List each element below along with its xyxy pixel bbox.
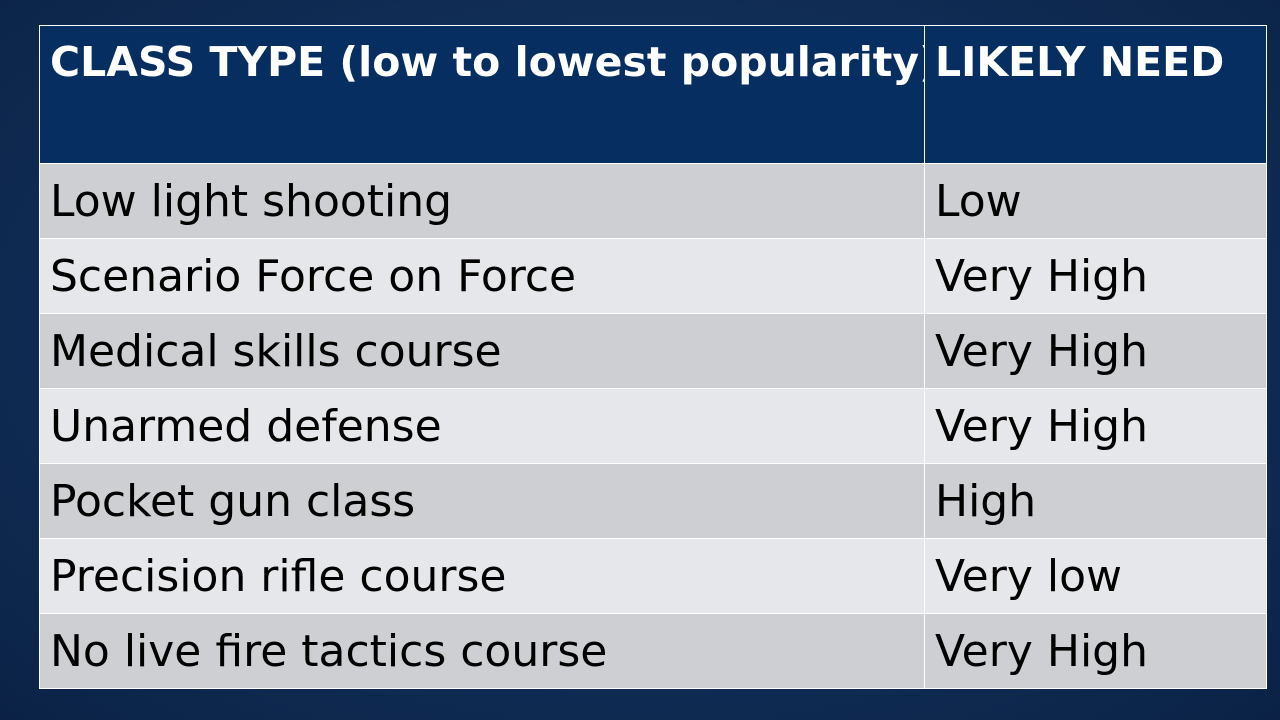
table-row: Unarmed defense Very High bbox=[39, 388, 1267, 464]
table-row: Pocket gun class High bbox=[39, 463, 1267, 539]
cell-likely-need: Very High bbox=[924, 238, 1267, 314]
header-class-type: CLASS TYPE (low to lowest popularity) bbox=[39, 25, 925, 164]
cell-likely-need: Very High bbox=[924, 388, 1267, 464]
cell-likely-need: High bbox=[924, 463, 1267, 539]
table-row: Low light shooting Low bbox=[39, 163, 1267, 239]
cell-class-type: Pocket gun class bbox=[39, 463, 925, 539]
cell-class-type: Unarmed defense bbox=[39, 388, 925, 464]
cell-class-type: Scenario Force on Force bbox=[39, 238, 925, 314]
table-row: Scenario Force on Force Very High bbox=[39, 238, 1267, 314]
table-row: No live fire tactics course Very High bbox=[39, 613, 1267, 689]
header-likely-need: LIKELY NEED bbox=[924, 25, 1267, 164]
cell-likely-need: Very High bbox=[924, 313, 1267, 389]
table-row: Medical skills course Very High bbox=[39, 313, 1267, 389]
table-header-row: CLASS TYPE (low to lowest popularity) LI… bbox=[39, 25, 1267, 164]
table-row: Precision rifle course Very low bbox=[39, 538, 1267, 614]
cell-likely-need: Very low bbox=[924, 538, 1267, 614]
class-need-table: CLASS TYPE (low to lowest popularity) LI… bbox=[39, 25, 1267, 689]
cell-class-type: Precision rifle course bbox=[39, 538, 925, 614]
cell-likely-need: Very High bbox=[924, 613, 1267, 689]
cell-class-type: No live fire tactics course bbox=[39, 613, 925, 689]
cell-class-type: Low light shooting bbox=[39, 163, 925, 239]
cell-likely-need: Low bbox=[924, 163, 1267, 239]
cell-class-type: Medical skills course bbox=[39, 313, 925, 389]
